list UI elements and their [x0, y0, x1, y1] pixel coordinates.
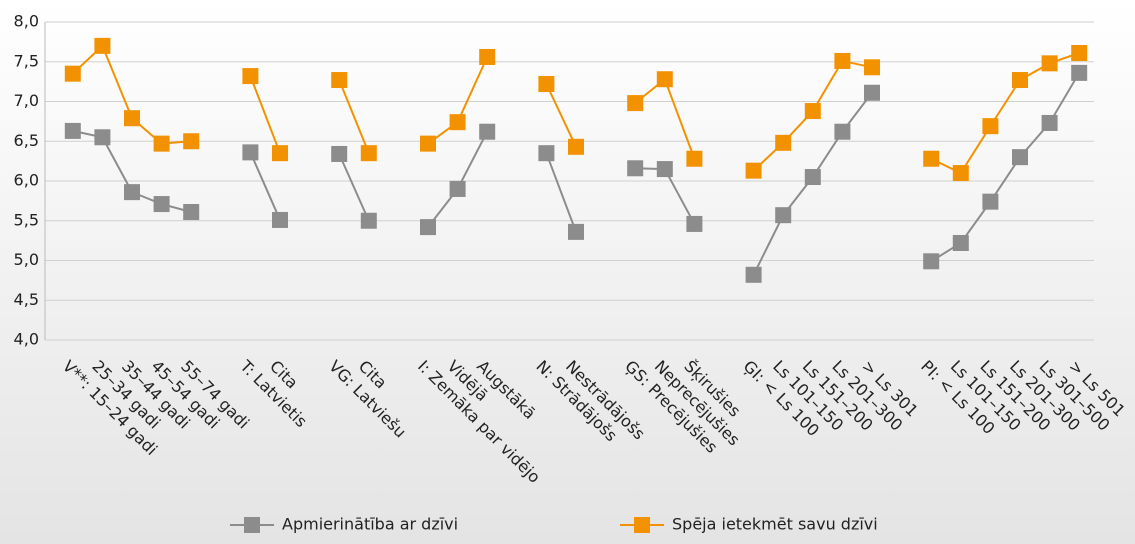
marker — [94, 37, 111, 54]
marker — [331, 145, 348, 162]
marker — [331, 72, 348, 89]
marker — [64, 122, 81, 139]
marker — [686, 215, 703, 232]
marker — [627, 95, 644, 112]
y-tick-label: 6,5 — [14, 131, 39, 150]
marker — [656, 71, 673, 88]
marker — [745, 162, 762, 179]
y-tick-label: 5,0 — [14, 250, 39, 269]
y-tick-label: 4,0 — [14, 330, 39, 349]
marker — [864, 84, 880, 101]
marker — [775, 207, 792, 224]
marker — [242, 68, 259, 85]
marker — [124, 184, 140, 201]
marker — [952, 165, 969, 182]
marker — [1071, 64, 1088, 81]
marker — [360, 212, 377, 229]
marker — [656, 161, 673, 178]
marker — [1041, 55, 1058, 72]
marker — [982, 118, 999, 135]
marker — [242, 144, 259, 161]
y-tick-label: 7,5 — [14, 51, 39, 70]
marker — [568, 223, 584, 240]
marker — [420, 135, 436, 152]
marker — [153, 196, 170, 213]
marker — [1012, 149, 1028, 166]
y-tick-label: 6,0 — [14, 171, 39, 190]
marker — [745, 266, 762, 283]
marker — [272, 145, 288, 162]
marker — [1041, 114, 1058, 131]
marker — [183, 204, 200, 221]
marker — [834, 123, 851, 140]
y-tick-label: 8,0 — [14, 12, 39, 31]
legend-marker — [244, 517, 260, 533]
marker — [1012, 72, 1028, 89]
marker — [804, 169, 821, 186]
marker — [538, 76, 555, 93]
marker — [449, 114, 466, 131]
legend-label: Spēja ietekmēt savu dzīvi — [672, 515, 878, 534]
marker — [64, 65, 81, 82]
y-tick-label: 5,5 — [14, 210, 39, 229]
marker — [183, 133, 200, 150]
marker — [923, 253, 940, 270]
marker — [923, 150, 940, 167]
marker — [982, 193, 999, 210]
marker — [479, 123, 496, 140]
marker — [153, 135, 170, 152]
marker — [568, 138, 584, 155]
marker — [834, 52, 851, 69]
marker — [449, 180, 466, 197]
legend-marker — [634, 517, 650, 533]
marker — [479, 48, 496, 65]
marker — [804, 103, 821, 120]
marker — [94, 129, 111, 146]
marker — [952, 235, 969, 252]
marker — [360, 145, 377, 162]
y-tick-label: 7,0 — [14, 91, 39, 110]
marker — [420, 219, 436, 236]
marker — [864, 59, 880, 76]
y-tick-label: 4,5 — [14, 290, 39, 309]
marker — [1071, 45, 1088, 62]
marker — [538, 145, 555, 162]
legend-label: Apmierinātība ar dzīvi — [282, 515, 458, 534]
marker — [272, 211, 288, 228]
marker — [124, 110, 140, 127]
marker — [627, 160, 644, 177]
marker — [775, 134, 792, 151]
marker — [686, 150, 703, 167]
